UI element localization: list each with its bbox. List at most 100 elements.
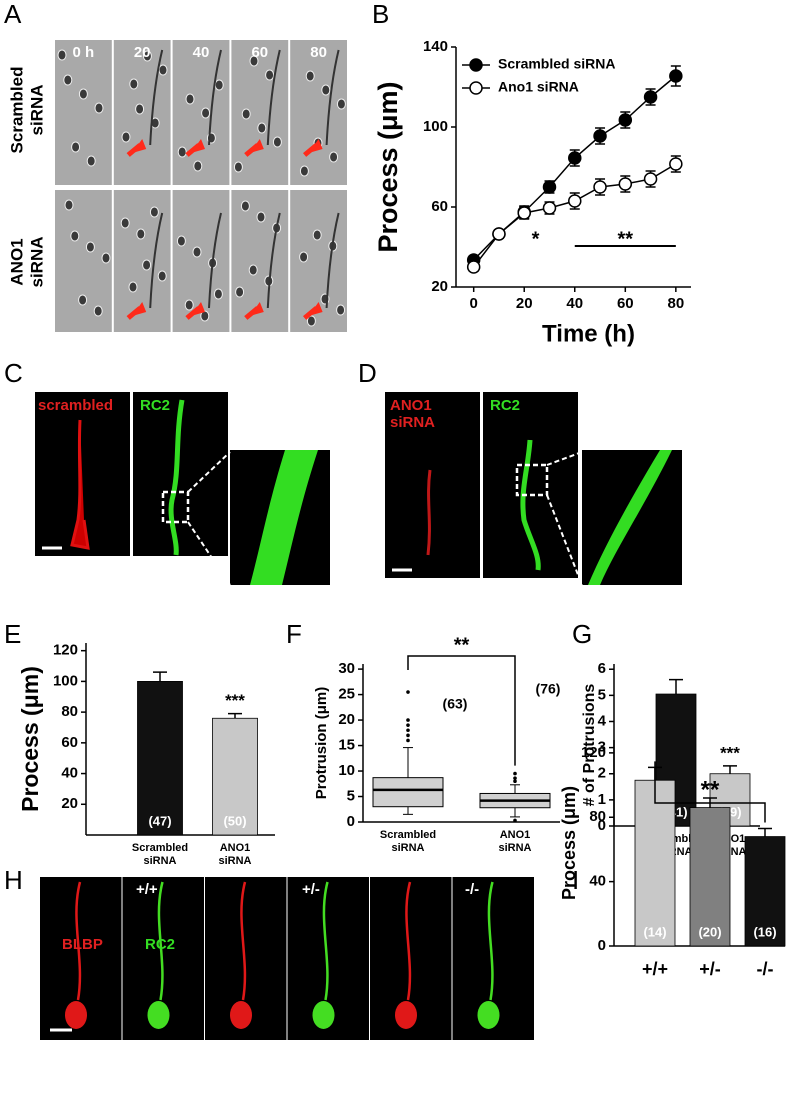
- genotype-label: -/-: [465, 881, 479, 898]
- cell: [257, 122, 267, 134]
- marker: [466, 260, 481, 274]
- cell: [299, 251, 309, 263]
- x-tick-label: 60: [617, 295, 634, 312]
- cell: [149, 206, 159, 218]
- cell: [57, 49, 67, 61]
- legend-label: Ano1 siRNA: [498, 79, 579, 95]
- zoom-line: [546, 494, 583, 586]
- cell: [192, 246, 202, 258]
- x-tick-label: 20: [516, 295, 533, 312]
- y-tick-label: 80: [61, 703, 78, 720]
- cell: [235, 286, 245, 298]
- y-tick-label: 100: [53, 672, 78, 689]
- image-label: scrambled: [38, 397, 113, 414]
- cell: [306, 315, 316, 327]
- y-tick-label: 120: [53, 642, 78, 659]
- cell: [136, 228, 146, 240]
- cell: [129, 78, 139, 90]
- bar: [137, 681, 183, 836]
- outlier: [513, 771, 517, 776]
- cell: [158, 64, 168, 76]
- panel-label: I: [572, 865, 579, 895]
- annotation: ***: [720, 743, 740, 762]
- y-tick-label: 20: [338, 711, 355, 728]
- cell: [184, 299, 194, 311]
- image-label: RC2: [140, 397, 170, 414]
- micrograph: [231, 40, 289, 185]
- cell: [248, 264, 258, 276]
- y-tick-label: 3: [598, 739, 606, 756]
- panel-label: A: [4, 0, 22, 29]
- cell: [177, 146, 187, 158]
- outlier: [513, 818, 517, 823]
- genotype-label: +/-: [302, 881, 320, 898]
- cell-zoom: [250, 450, 318, 585]
- cell: [265, 69, 275, 81]
- cell: [75, 881, 82, 1001]
- micrograph: [483, 392, 578, 578]
- arrow-shaft: [302, 306, 319, 320]
- outlier: [406, 738, 410, 743]
- y-tick-label: 100: [423, 118, 448, 135]
- marker: [517, 206, 531, 220]
- y-tick-label: 4: [598, 712, 607, 729]
- y-tick-label: 5: [598, 686, 606, 703]
- y-axis-label: Process (μm): [373, 81, 403, 252]
- arrow-shaft: [126, 306, 142, 320]
- cell-body: [477, 1001, 500, 1029]
- arrow-shaft: [302, 143, 319, 157]
- arrow-shaft: [244, 306, 260, 320]
- y-tick-label: 15: [338, 737, 355, 754]
- cell: [305, 70, 315, 82]
- annotation: *: [532, 228, 540, 250]
- error-bar: [228, 712, 242, 719]
- n-label: (16): [753, 924, 776, 939]
- image-label: RC2: [145, 936, 175, 953]
- x-tick-label: +/-: [699, 959, 721, 979]
- cell-process: [325, 212, 340, 309]
- marker: [669, 157, 683, 171]
- x-tick-label: siRNA: [218, 855, 251, 867]
- marker: [618, 113, 633, 127]
- micrograph: [172, 40, 230, 185]
- cell: [299, 165, 309, 177]
- cell: [329, 151, 339, 163]
- x-tick-label: 0: [470, 295, 478, 312]
- x-tick-label: Scrambled: [132, 842, 188, 854]
- y-tick-label: 140: [423, 38, 448, 55]
- legend-label: Scrambled siRNA: [498, 56, 615, 72]
- n-label: (14): [643, 924, 666, 939]
- cell: [78, 294, 88, 306]
- micrograph-row: [40, 877, 534, 1040]
- significance-bracket: [654, 761, 766, 823]
- cell: [64, 199, 74, 211]
- cell: [233, 161, 243, 173]
- outlier: [406, 733, 410, 738]
- cell: [168, 399, 185, 556]
- cell: [213, 288, 223, 300]
- cell: [86, 155, 96, 167]
- y-tick-label: 20: [431, 278, 448, 295]
- outlier: [406, 728, 410, 733]
- cell: [157, 881, 164, 1001]
- micrograph: [55, 40, 112, 185]
- x-tick-label: siRNA: [391, 842, 424, 854]
- cell: [71, 141, 81, 153]
- y-tick-label: 0: [598, 937, 606, 954]
- y-axis-label: Protrusion (μm): [313, 687, 330, 800]
- outlier: [513, 779, 517, 784]
- cell: [121, 131, 131, 143]
- cell: [240, 881, 247, 1001]
- cell: [312, 229, 322, 241]
- row-label: Scrambled: [7, 67, 26, 154]
- n-label: (63): [443, 696, 468, 712]
- marker: [643, 172, 658, 186]
- significance-bracket: [407, 655, 516, 766]
- marker: [492, 227, 506, 241]
- marker: [593, 129, 607, 143]
- cell: [120, 217, 130, 229]
- x-tick-label: ANO1: [220, 842, 251, 854]
- x-tick-label: 80: [667, 295, 684, 312]
- cell-body: [147, 1001, 170, 1029]
